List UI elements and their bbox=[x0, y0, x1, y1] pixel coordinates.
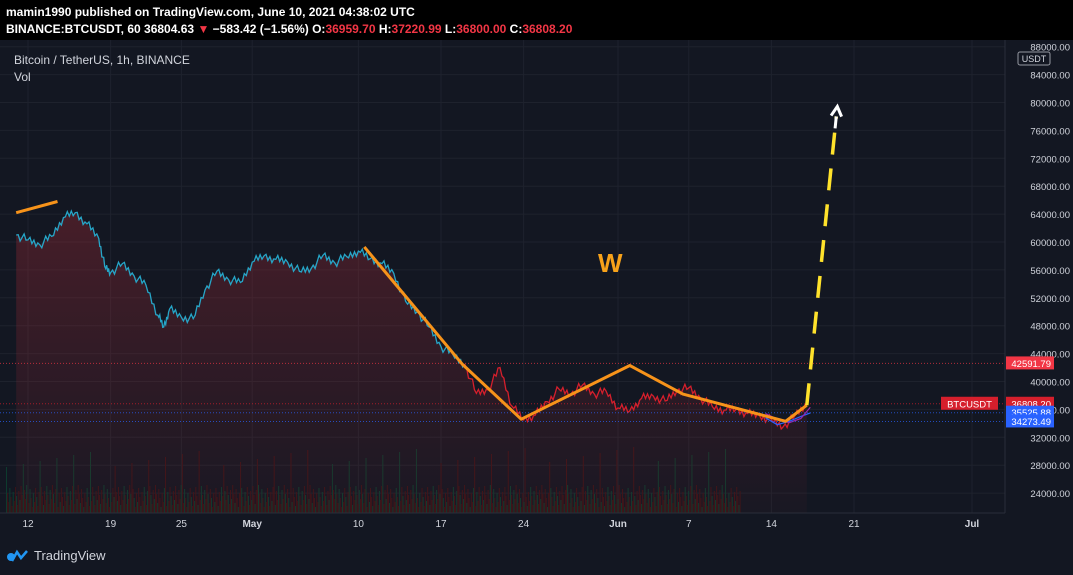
open-value: 36959.70 bbox=[325, 22, 376, 36]
y-tick-label-14: 80000.00 bbox=[1030, 99, 1070, 110]
tradingview-logo-icon bbox=[7, 549, 28, 562]
pattern-line-1 bbox=[363, 245, 808, 423]
low-value: 36800.00 bbox=[456, 22, 507, 36]
volume-legend: Vol bbox=[14, 70, 31, 84]
projection-arrow-icon bbox=[829, 103, 843, 118]
price-label-box-0 bbox=[1006, 356, 1054, 370]
down-triangle-icon: ▼ bbox=[197, 22, 210, 36]
pattern-line-0 bbox=[15, 200, 58, 215]
symbol-line: BINANCE:BTCUSDT, 60 36804.63 ▼ −583.42 (… bbox=[6, 22, 572, 36]
chart-header: mamin1990 published on TradingView.com, … bbox=[0, 0, 1073, 40]
y-tick-label-11: 68000.00 bbox=[1030, 182, 1070, 193]
y-tick-label-8: 56000.00 bbox=[1030, 266, 1070, 277]
x-tick-label-6: 24 bbox=[518, 519, 530, 530]
projection-line bbox=[805, 116, 839, 406]
close-value: 36808.20 bbox=[522, 22, 573, 36]
publisher-line: mamin1990 published on TradingView.com, … bbox=[6, 5, 415, 19]
price-label-2: 35525.88 bbox=[1011, 408, 1051, 419]
footer: TradingView bbox=[0, 540, 1073, 575]
symbol-tag-box bbox=[941, 396, 998, 410]
x-tick-label-7: Jun bbox=[609, 519, 627, 530]
y-tick-label-5: 44000.00 bbox=[1030, 350, 1070, 361]
y-tick-label-2: 32000.00 bbox=[1030, 433, 1070, 444]
symbol-name: BINANCE:BTCUSDT, 60 bbox=[6, 22, 141, 36]
x-tick-label-2: 25 bbox=[176, 519, 188, 530]
price-chart[interactable]: W24000.0028000.0032000.0036000.0040000.0… bbox=[0, 0, 1073, 540]
x-tick-label-11: Jul bbox=[965, 519, 980, 530]
y-tick-label-10: 64000.00 bbox=[1030, 210, 1070, 221]
y-tick-label-12: 72000.00 bbox=[1030, 154, 1070, 165]
low-label: L: bbox=[444, 22, 457, 36]
chart-legend-title: Bitcoin / TetherUS, 1h, BINANCE bbox=[14, 53, 190, 67]
y-tick-label-1: 28000.00 bbox=[1030, 461, 1070, 472]
projection-arrow-shaft bbox=[833, 116, 838, 129]
symbol-tag: BTCUSDT bbox=[947, 399, 992, 410]
y-tick-label-15: 84000.00 bbox=[1030, 71, 1070, 82]
price-label-1: 36808.20 bbox=[1011, 399, 1051, 410]
tradingview-logo[interactable]: TradingView bbox=[6, 548, 106, 563]
brand-name: TradingView bbox=[34, 548, 106, 563]
x-tick-label-8: 7 bbox=[686, 519, 692, 530]
price-series-0 bbox=[16, 209, 466, 369]
x-tick-label-4: 10 bbox=[353, 519, 365, 530]
price-label-3: 34273.49 bbox=[1011, 417, 1051, 428]
pattern-annotation: W bbox=[598, 248, 623, 278]
x-tick-label-9: 14 bbox=[766, 519, 778, 530]
x-tick-label-10: 21 bbox=[848, 519, 860, 530]
y-tick-label-13: 76000.00 bbox=[1030, 126, 1070, 137]
close-label: C: bbox=[509, 22, 523, 36]
open-label: O: bbox=[312, 22, 326, 36]
last-price: 36804.63 bbox=[144, 22, 195, 36]
y-tick-label-7: 52000.00 bbox=[1030, 294, 1070, 305]
price-area-fill bbox=[16, 212, 807, 513]
y-tick-label-9: 60000.00 bbox=[1030, 238, 1070, 249]
x-tick-label-3: May bbox=[242, 519, 262, 530]
x-tick-label-0: 12 bbox=[22, 519, 34, 530]
y-tick-label-6: 48000.00 bbox=[1030, 322, 1070, 333]
currency-tag: USDT bbox=[1022, 54, 1047, 64]
y-tick-label-4: 40000.00 bbox=[1030, 378, 1070, 389]
price-label-box-3 bbox=[1006, 414, 1054, 428]
time-axis bbox=[0, 513, 1005, 540]
y-tick-label-16: 88000.00 bbox=[1030, 43, 1070, 54]
currency-tag-box bbox=[1017, 51, 1051, 66]
high-value: 37220.99 bbox=[391, 22, 442, 36]
price-change: −583.42 (−1.56%) bbox=[212, 22, 309, 36]
y-tick-label-0: 24000.00 bbox=[1030, 489, 1070, 500]
price-label-0: 42591.79 bbox=[1011, 359, 1051, 370]
x-tick-label-1: 19 bbox=[105, 519, 117, 530]
x-tick-label-5: 17 bbox=[435, 519, 447, 530]
high-label: H: bbox=[378, 22, 392, 36]
price-axis bbox=[1005, 40, 1073, 513]
